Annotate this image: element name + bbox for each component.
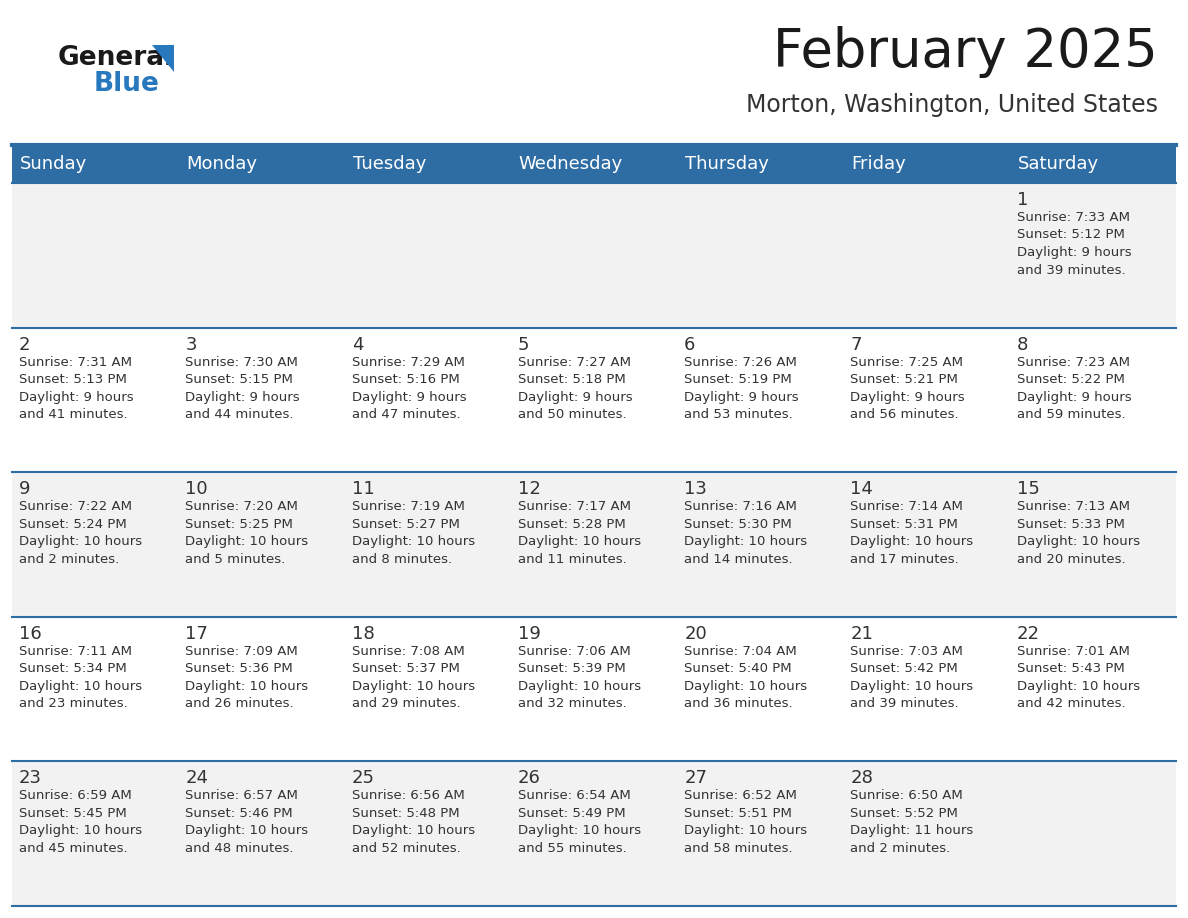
Text: Sunrise: 7:03 AM
Sunset: 5:42 PM
Daylight: 10 hours
and 39 minutes.: Sunrise: 7:03 AM Sunset: 5:42 PM Dayligh… [851,644,973,711]
Text: Friday: Friday [852,155,906,173]
Text: 19: 19 [518,625,541,643]
Text: Sunrise: 7:16 AM
Sunset: 5:30 PM
Daylight: 10 hours
and 14 minutes.: Sunrise: 7:16 AM Sunset: 5:30 PM Dayligh… [684,500,808,565]
Text: 3: 3 [185,336,197,353]
Text: General: General [58,45,175,71]
Text: 22: 22 [1017,625,1040,643]
Text: Sunrise: 6:50 AM
Sunset: 5:52 PM
Daylight: 11 hours
and 2 minutes.: Sunrise: 6:50 AM Sunset: 5:52 PM Dayligh… [851,789,974,855]
Text: 2: 2 [19,336,31,353]
Text: Thursday: Thursday [685,155,769,173]
Text: Sunrise: 7:33 AM
Sunset: 5:12 PM
Daylight: 9 hours
and 39 minutes.: Sunrise: 7:33 AM Sunset: 5:12 PM Dayligh… [1017,211,1131,276]
Text: 14: 14 [851,480,873,498]
Bar [511,145,677,183]
Text: Sunrise: 7:09 AM
Sunset: 5:36 PM
Daylight: 10 hours
and 26 minutes.: Sunrise: 7:09 AM Sunset: 5:36 PM Dayligh… [185,644,309,711]
Text: Sunrise: 7:23 AM
Sunset: 5:22 PM
Daylight: 9 hours
and 59 minutes.: Sunrise: 7:23 AM Sunset: 5:22 PM Dayligh… [1017,355,1131,421]
Bar [677,145,843,183]
Text: Blue: Blue [94,71,160,97]
Bar [12,617,1176,761]
Text: 20: 20 [684,625,707,643]
Bar [843,145,1010,183]
Text: 17: 17 [185,625,208,643]
Text: Sunrise: 6:57 AM
Sunset: 5:46 PM
Daylight: 10 hours
and 48 minutes.: Sunrise: 6:57 AM Sunset: 5:46 PM Dayligh… [185,789,309,855]
Text: 24: 24 [185,769,208,788]
Text: Sunrise: 7:26 AM
Sunset: 5:19 PM
Daylight: 9 hours
and 53 minutes.: Sunrise: 7:26 AM Sunset: 5:19 PM Dayligh… [684,355,798,421]
Text: 12: 12 [518,480,541,498]
Bar [12,145,178,183]
Text: 21: 21 [851,625,873,643]
Bar [12,183,1176,328]
Text: 9: 9 [19,480,31,498]
Text: Sunrise: 7:01 AM
Sunset: 5:43 PM
Daylight: 10 hours
and 42 minutes.: Sunrise: 7:01 AM Sunset: 5:43 PM Dayligh… [1017,644,1139,711]
Text: Saturday: Saturday [1018,155,1099,173]
Text: Sunrise: 6:56 AM
Sunset: 5:48 PM
Daylight: 10 hours
and 52 minutes.: Sunrise: 6:56 AM Sunset: 5:48 PM Dayligh… [352,789,475,855]
Text: Sunrise: 7:04 AM
Sunset: 5:40 PM
Daylight: 10 hours
and 36 minutes.: Sunrise: 7:04 AM Sunset: 5:40 PM Dayligh… [684,644,808,711]
Text: Sunrise: 6:54 AM
Sunset: 5:49 PM
Daylight: 10 hours
and 55 minutes.: Sunrise: 6:54 AM Sunset: 5:49 PM Dayligh… [518,789,642,855]
Text: Sunrise: 7:20 AM
Sunset: 5:25 PM
Daylight: 10 hours
and 5 minutes.: Sunrise: 7:20 AM Sunset: 5:25 PM Dayligh… [185,500,309,565]
Bar [12,328,1176,472]
Text: 15: 15 [1017,480,1040,498]
Text: February 2025: February 2025 [773,26,1158,78]
Text: Sunrise: 7:17 AM
Sunset: 5:28 PM
Daylight: 10 hours
and 11 minutes.: Sunrise: 7:17 AM Sunset: 5:28 PM Dayligh… [518,500,642,565]
Bar [12,761,1176,906]
Text: Sunrise: 7:22 AM
Sunset: 5:24 PM
Daylight: 10 hours
and 2 minutes.: Sunrise: 7:22 AM Sunset: 5:24 PM Dayligh… [19,500,143,565]
Text: 11: 11 [352,480,374,498]
Text: Sunrise: 7:06 AM
Sunset: 5:39 PM
Daylight: 10 hours
and 32 minutes.: Sunrise: 7:06 AM Sunset: 5:39 PM Dayligh… [518,644,642,711]
Text: Sunrise: 7:13 AM
Sunset: 5:33 PM
Daylight: 10 hours
and 20 minutes.: Sunrise: 7:13 AM Sunset: 5:33 PM Dayligh… [1017,500,1139,565]
Bar [12,472,1176,617]
Text: 5: 5 [518,336,530,353]
Text: Sunrise: 6:59 AM
Sunset: 5:45 PM
Daylight: 10 hours
and 45 minutes.: Sunrise: 6:59 AM Sunset: 5:45 PM Dayligh… [19,789,143,855]
Text: Sunrise: 6:52 AM
Sunset: 5:51 PM
Daylight: 10 hours
and 58 minutes.: Sunrise: 6:52 AM Sunset: 5:51 PM Dayligh… [684,789,808,855]
Text: Wednesday: Wednesday [519,155,624,173]
Text: Sunrise: 7:30 AM
Sunset: 5:15 PM
Daylight: 9 hours
and 44 minutes.: Sunrise: 7:30 AM Sunset: 5:15 PM Dayligh… [185,355,299,421]
Bar [345,145,511,183]
Polygon shape [152,45,173,72]
Text: 28: 28 [851,769,873,788]
Text: 18: 18 [352,625,374,643]
Bar [1010,145,1176,183]
Text: 25: 25 [352,769,374,788]
Text: 10: 10 [185,480,208,498]
Text: Sunrise: 7:19 AM
Sunset: 5:27 PM
Daylight: 10 hours
and 8 minutes.: Sunrise: 7:19 AM Sunset: 5:27 PM Dayligh… [352,500,475,565]
Text: 26: 26 [518,769,541,788]
Text: Sunrise: 7:14 AM
Sunset: 5:31 PM
Daylight: 10 hours
and 17 minutes.: Sunrise: 7:14 AM Sunset: 5:31 PM Dayligh… [851,500,973,565]
Text: Morton, Washington, United States: Morton, Washington, United States [746,93,1158,117]
Text: Monday: Monday [187,155,258,173]
Text: 1: 1 [1017,191,1028,209]
Text: Sunday: Sunday [20,155,87,173]
Bar [178,145,345,183]
Text: 7: 7 [851,336,862,353]
Text: 4: 4 [352,336,364,353]
Text: Sunrise: 7:29 AM
Sunset: 5:16 PM
Daylight: 9 hours
and 47 minutes.: Sunrise: 7:29 AM Sunset: 5:16 PM Dayligh… [352,355,466,421]
Text: Sunrise: 7:27 AM
Sunset: 5:18 PM
Daylight: 9 hours
and 50 minutes.: Sunrise: 7:27 AM Sunset: 5:18 PM Dayligh… [518,355,632,421]
Text: 6: 6 [684,336,695,353]
Text: 23: 23 [19,769,42,788]
Text: Sunrise: 7:11 AM
Sunset: 5:34 PM
Daylight: 10 hours
and 23 minutes.: Sunrise: 7:11 AM Sunset: 5:34 PM Dayligh… [19,644,143,711]
Text: 8: 8 [1017,336,1028,353]
Text: Sunrise: 7:31 AM
Sunset: 5:13 PM
Daylight: 9 hours
and 41 minutes.: Sunrise: 7:31 AM Sunset: 5:13 PM Dayligh… [19,355,133,421]
Text: Tuesday: Tuesday [353,155,426,173]
Text: 16: 16 [19,625,42,643]
Text: Sunrise: 7:08 AM
Sunset: 5:37 PM
Daylight: 10 hours
and 29 minutes.: Sunrise: 7:08 AM Sunset: 5:37 PM Dayligh… [352,644,475,711]
Text: 13: 13 [684,480,707,498]
Text: 27: 27 [684,769,707,788]
Text: Sunrise: 7:25 AM
Sunset: 5:21 PM
Daylight: 9 hours
and 56 minutes.: Sunrise: 7:25 AM Sunset: 5:21 PM Dayligh… [851,355,965,421]
